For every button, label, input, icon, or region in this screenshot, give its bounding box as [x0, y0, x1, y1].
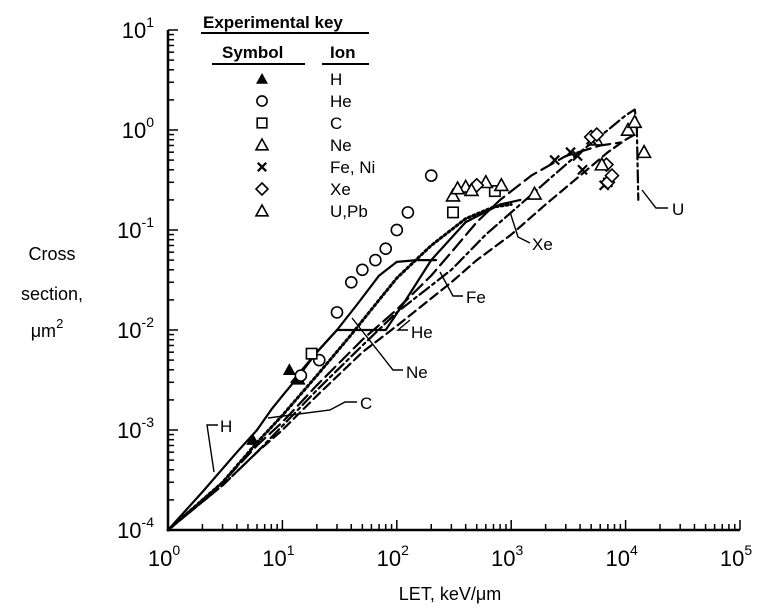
data-point-he	[379, 242, 393, 256]
x-axis-ticks	[167, 520, 741, 530]
data-point-he	[369, 253, 382, 267]
legend-symbol-ne	[254, 137, 270, 151]
legend-symbol-u-pb	[254, 203, 270, 217]
legend: Experimental key Symbol Ion H He C Ne Fe, Ni…	[201, 13, 375, 221]
data-point-xe	[604, 167, 620, 184]
data-point-he	[424, 169, 438, 182]
y-axis-ticks	[168, 29, 178, 531]
curve-label-leaders	[206, 189, 668, 473]
legend-symbol-fe-ni	[257, 162, 267, 172]
data-point-he	[330, 306, 344, 319]
x-tick-label: 105	[720, 542, 752, 571]
y-axis-label-unit: μm2	[31, 316, 64, 341]
data-point-u-pb	[449, 180, 466, 195]
legend-col-ion: Ion	[330, 43, 356, 62]
leader-c	[267, 401, 357, 419]
x-axis-label: LET, keV/μm	[399, 584, 501, 604]
legend-symbol-xe	[254, 181, 270, 197]
model-curves	[166, 108, 640, 532]
data-point-xe	[589, 126, 605, 143]
curve-c	[166, 203, 513, 532]
curve-ne	[290, 198, 522, 384]
leader-h	[206, 424, 218, 473]
curve-label-h: H	[220, 417, 232, 436]
y-tick-label: 10-1	[117, 214, 154, 243]
data-point-c	[447, 206, 460, 219]
legend-ion-ne: Ne	[330, 136, 352, 155]
axes	[166, 29, 741, 532]
data-point-h	[246, 433, 260, 445]
data-point-fe-ni	[572, 150, 583, 162]
data-point-he	[344, 275, 358, 289]
data-point-u-pb	[463, 182, 480, 197]
leader-he	[396, 319, 411, 331]
curve-xe	[166, 133, 636, 532]
y-axis-label: Cross section, μm2	[21, 244, 83, 341]
data-point-h	[282, 363, 296, 375]
y-tick-labels: 10-4 10-3 10-2 10-1 100 101	[117, 14, 154, 543]
legend-symbol-h	[256, 73, 268, 84]
leader-fe	[439, 271, 463, 297]
leader-ne	[351, 317, 403, 371]
y-tick-label: 10-2	[117, 314, 154, 343]
data-point-u-pb	[526, 185, 543, 200]
data-point-fe-ni	[565, 146, 576, 158]
legend-rows: H He C Ne Fe, Ni Xe U,Pb	[254, 70, 375, 221]
legend-ion-h: H	[330, 70, 342, 89]
leader-xe	[509, 211, 531, 244]
curve-labels: H He C Ne Fe Xe U	[220, 200, 684, 436]
legend-ion-u-pb: U,Pb	[330, 202, 368, 221]
x-tick-label: 104	[605, 542, 637, 571]
legend-symbol-he	[256, 95, 268, 107]
data-point-u-pb	[593, 156, 610, 171]
data-point-fe-ni	[549, 154, 561, 166]
curve-label-ne: Ne	[406, 363, 428, 382]
curve-label-u: U	[672, 200, 684, 219]
curve-u	[166, 108, 640, 532]
legend-col-symbol: Symbol	[222, 43, 283, 62]
curve-h	[166, 394, 284, 532]
y-tick-label: 101	[122, 14, 154, 43]
legend-ion-he: He	[330, 92, 352, 111]
y-tick-label: 10-3	[117, 414, 154, 443]
legend-ion-c: C	[330, 114, 342, 133]
y-axis-label-line-2: section,	[21, 284, 83, 304]
legend-title: Experimental key	[203, 13, 343, 32]
data-point-fe-ni	[577, 164, 588, 176]
leader-u	[641, 189, 668, 209]
data-point-ne	[445, 187, 461, 202]
x-tick-label: 102	[377, 542, 409, 571]
data-point-u-pb	[620, 121, 636, 136]
y-axis-label-line-1: Cross	[28, 244, 75, 264]
curve-label-xe: Xe	[532, 235, 553, 254]
data-point-he	[294, 369, 308, 382]
data-point-u-pb	[626, 113, 643, 129]
x-tick-labels: 100 101 102 103 104 105	[148, 542, 752, 571]
curve-label-c: C	[360, 394, 372, 413]
x-tick-label: 103	[491, 542, 523, 571]
data-point-he	[356, 263, 369, 277]
legend-ion-fe-ni: Fe, Ni	[330, 158, 375, 177]
y-axis-label-unit-sup: 2	[56, 316, 63, 331]
data-point-ne	[493, 177, 510, 192]
legend-ion-xe: Xe	[330, 180, 351, 199]
curve-label-he: He	[411, 323, 433, 342]
x-tick-label: 101	[262, 542, 294, 571]
curve-fe	[166, 141, 622, 532]
x-tick-label: 100	[148, 542, 180, 571]
data-point-u-pb	[636, 144, 652, 159]
curve-label-fe: Fe	[466, 288, 486, 307]
legend-symbol-c	[256, 117, 268, 129]
data-point-c	[305, 347, 318, 360]
y-tick-label: 10-4	[117, 514, 154, 543]
data-point-he	[390, 223, 404, 237]
data-points	[246, 113, 652, 445]
data-point-he	[401, 206, 415, 219]
y-tick-label: 100	[122, 114, 154, 143]
